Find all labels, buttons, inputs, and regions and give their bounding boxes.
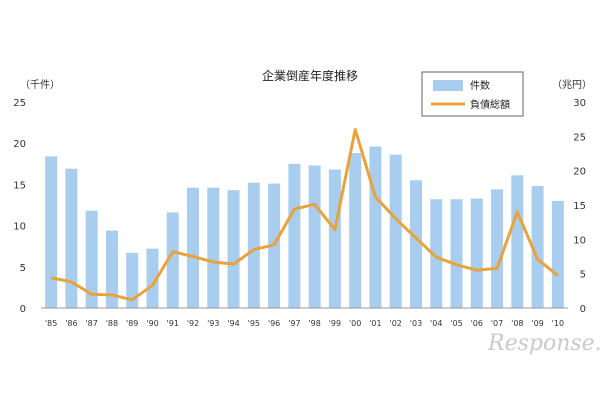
left-tick-label: 10 [13, 222, 26, 233]
left-axis-ticks: 0 5 10 15 20 25 [13, 98, 26, 315]
x-tick-label: '02 [390, 319, 402, 328]
bar [85, 210, 98, 308]
bar [187, 187, 200, 308]
x-tick-label: '86 [65, 319, 77, 328]
x-tick-label: '10 [552, 319, 564, 328]
right-tick-label: 5 [580, 270, 586, 281]
x-tick-label: '87 [85, 319, 97, 328]
x-tick-label: '97 [288, 319, 300, 328]
series-line [50, 128, 559, 302]
right-tick-label: 0 [580, 304, 586, 315]
x-tick-label: '91 [167, 319, 179, 328]
legend-swatch-bars [433, 80, 463, 91]
right-tick-label: 15 [573, 201, 586, 212]
bar [531, 186, 544, 308]
x-tick-label: '00 [349, 319, 361, 328]
bar [166, 212, 179, 308]
x-tick-label: '99 [329, 319, 341, 328]
chart-title: 企業倒産年度推移 [262, 68, 358, 83]
x-tick-label: '88 [106, 319, 118, 328]
bar [146, 248, 159, 308]
right-axis-ticks: 0 5 10 15 20 25 30 [573, 98, 586, 315]
x-tick-label: '96 [268, 319, 280, 328]
bar [349, 153, 362, 308]
x-tick-label: '95 [248, 319, 260, 328]
bar [450, 199, 463, 308]
bar [105, 230, 118, 308]
bar [328, 169, 341, 308]
bar [430, 199, 443, 308]
right-tick-label: 10 [573, 235, 586, 246]
left-tick-label: 20 [13, 139, 26, 150]
bar [308, 165, 321, 308]
watermark-logo: Response. [487, 331, 602, 356]
left-tick-label: 0 [20, 304, 26, 315]
x-tick-label: '07 [491, 319, 503, 328]
x-tick-label: '08 [511, 319, 523, 328]
x-tick-label: '05 [450, 319, 462, 328]
right-tick-label: 20 [573, 167, 586, 178]
bar [45, 156, 58, 308]
x-tick-label: '90 [146, 319, 158, 328]
bar [491, 189, 504, 308]
bar [288, 163, 301, 308]
x-tick-label: '01 [369, 319, 381, 328]
bar [247, 182, 260, 308]
bar [227, 190, 240, 308]
right-axis-unit: （兆円） [552, 79, 592, 91]
bar [207, 187, 220, 308]
left-tick-label: 25 [13, 98, 26, 109]
left-tick-label: 15 [13, 180, 26, 191]
x-tick-label: '85 [45, 319, 57, 328]
left-axis-unit: （千件） [20, 79, 60, 91]
x-tick-label: '04 [430, 319, 442, 328]
bar [126, 252, 139, 308]
x-axis-ticks: '85 '86 '87 '88 '89 '90 '91 '92 '93 '94 '95 '96 '97 '… [45, 319, 564, 328]
x-tick-label: '98 [308, 319, 320, 328]
left-tick-label: 5 [20, 263, 26, 274]
bar [389, 154, 402, 308]
x-tick-label: '06 [471, 319, 483, 328]
bar [511, 175, 524, 308]
right-tick-label: 25 [573, 132, 586, 143]
legend-label-line: 負債総額 [470, 98, 510, 111]
legend: 件数 負債総額 [421, 71, 524, 117]
bar [65, 168, 78, 308]
right-tick-label: 30 [573, 98, 586, 109]
x-tick-label: '92 [187, 319, 199, 328]
bar-series [45, 146, 564, 308]
x-tick-label: '94 [227, 319, 239, 328]
bar [409, 180, 422, 308]
x-tick-label: '03 [410, 319, 422, 328]
line-series [50, 128, 559, 302]
bar [369, 146, 382, 308]
bar [470, 198, 483, 308]
x-tick-label: '09 [531, 319, 543, 328]
legend-label-bars: 件数 [470, 79, 490, 92]
legend-box [421, 71, 524, 117]
bar [551, 200, 564, 308]
x-tick-label: '89 [126, 319, 138, 328]
x-tick-label: '93 [207, 319, 219, 328]
